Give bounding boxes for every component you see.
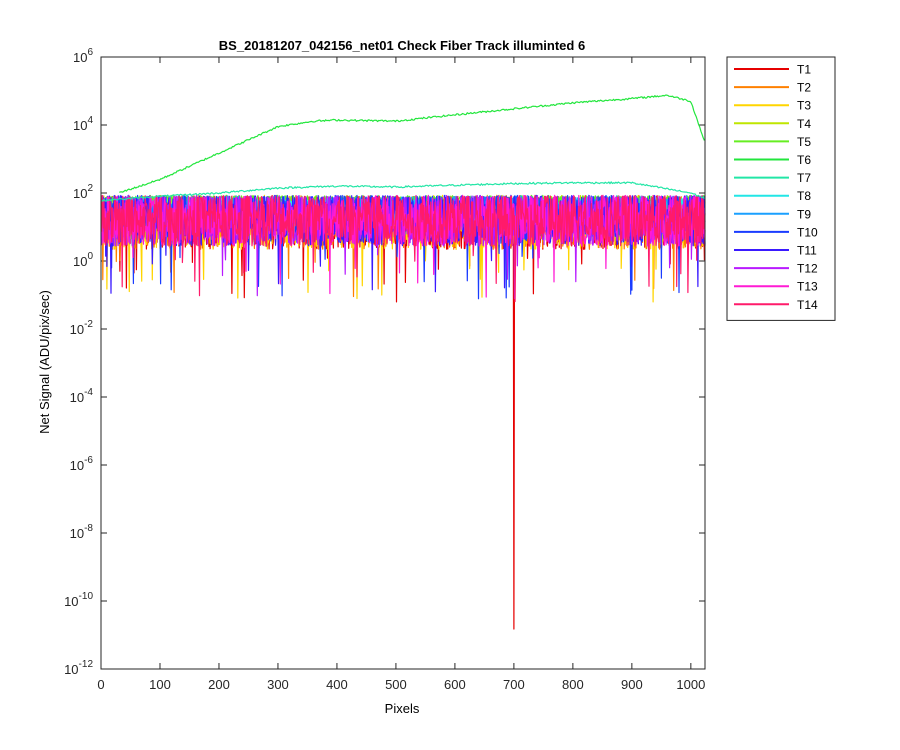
y-tick-label: 100 bbox=[73, 251, 93, 269]
plot-area: 0 100 200 300 400 500 600 700 800 900 1000 10-12 10-… bbox=[64, 47, 706, 692]
legend-label-t3: T3 bbox=[797, 99, 811, 113]
y-tick-label: 104 bbox=[73, 115, 93, 133]
y-tick-label: 10-8 bbox=[70, 523, 94, 541]
y-tick-label: 10-6 bbox=[70, 455, 94, 473]
x-tick-label: 700 bbox=[503, 677, 525, 692]
x-axis-label: Pixels bbox=[385, 701, 420, 716]
series-line-t7 bbox=[101, 181, 705, 202]
legend-label-t6: T6 bbox=[797, 153, 811, 167]
legend-label-t7: T7 bbox=[797, 171, 811, 185]
y-tick-label: 10-2 bbox=[70, 319, 94, 337]
legend-label-t12: T12 bbox=[797, 262, 818, 276]
x-tick-label: 300 bbox=[267, 677, 289, 692]
axes-background bbox=[101, 57, 705, 669]
x-tick-label: 1000 bbox=[676, 677, 705, 692]
x-tick-label: 600 bbox=[444, 677, 466, 692]
x-tick-label: 0 bbox=[97, 677, 104, 692]
y-tick-label: 10-10 bbox=[64, 591, 93, 609]
x-tick-label: 400 bbox=[326, 677, 348, 692]
x-tick-label: 100 bbox=[149, 677, 171, 692]
x-tick-label: 800 bbox=[562, 677, 584, 692]
y-tick-label: 102 bbox=[73, 183, 93, 201]
axes-frame bbox=[100, 56, 706, 670]
x-tick-label: 500 bbox=[385, 677, 407, 692]
chart-title: BS_20181207_042156_net01 Check Fiber Tra… bbox=[219, 38, 585, 53]
legend-box bbox=[726, 56, 836, 321]
legend-label-t8: T8 bbox=[797, 189, 811, 203]
y-tick-label: 10-12 bbox=[64, 659, 93, 677]
legend: T1 T2 T3 T4 T5 T6 T7 T8 T9 T10 T11 T12 T13 T14 bbox=[726, 56, 836, 321]
x-tick-label: 900 bbox=[621, 677, 643, 692]
legend-label-t10: T10 bbox=[797, 225, 818, 239]
legend-label-t2: T2 bbox=[797, 81, 811, 95]
series-line-t6 bbox=[119, 94, 705, 193]
legend-label-t9: T9 bbox=[797, 207, 811, 221]
series-line-t14 bbox=[101, 194, 706, 303]
legend-label-t11: T11 bbox=[797, 244, 817, 258]
y-tick-label: 10-4 bbox=[70, 387, 94, 405]
y-axis-label: Net Signal (ADU/pix/sec) bbox=[37, 290, 52, 434]
x-tick-label: 200 bbox=[208, 677, 230, 692]
y-tick-label: 106 bbox=[73, 47, 93, 65]
legend-label-t5: T5 bbox=[797, 135, 811, 149]
legend-label-t13: T13 bbox=[797, 280, 818, 294]
legend-label-t14: T14 bbox=[797, 298, 818, 312]
legend-label-t4: T4 bbox=[797, 117, 811, 131]
legend-label-t1: T1 bbox=[797, 63, 811, 77]
